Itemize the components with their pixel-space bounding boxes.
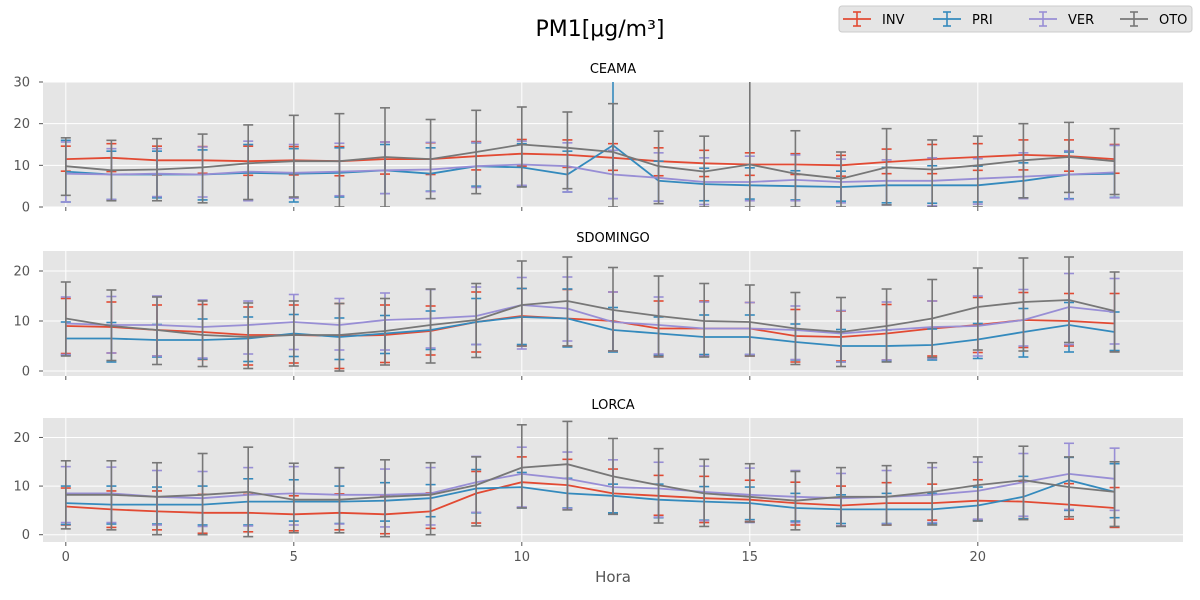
legend-entry-pri: PRI: [933, 11, 993, 28]
legend-label: VER: [1068, 13, 1094, 28]
x-tick-label: 5: [290, 550, 298, 565]
error-bar: [243, 124, 254, 201]
error-bar: [562, 111, 573, 190]
error-bar: [380, 459, 390, 538]
error-bar: [516, 424, 527, 509]
y-tick-label: 20: [13, 431, 30, 446]
error-bar: [972, 135, 983, 207]
error-bar: [1109, 460, 1120, 528]
error-bar: [152, 461, 162, 536]
y-tick-label: 10: [13, 315, 30, 330]
series-layer: [60, 256, 1120, 372]
y-tick-label: 0: [22, 365, 30, 380]
series-line: [65, 316, 1115, 347]
x-tick-label: 15: [742, 550, 759, 565]
error-bar: [790, 129, 801, 207]
error-bar: [516, 260, 527, 347]
error-bar: [288, 300, 299, 367]
panel-title: LORCA: [591, 398, 634, 413]
error-bar: [471, 456, 482, 527]
error-bar: [516, 106, 527, 188]
error-bar: [1109, 127, 1120, 196]
error-bar: [334, 302, 345, 372]
error-bar: [1109, 271, 1120, 353]
legend-entry-inv: INV: [843, 11, 905, 28]
y-tick-label: 20: [13, 117, 30, 132]
legend-label: INV: [882, 13, 905, 28]
x-axis-label: Hora: [595, 568, 631, 586]
error-bar: [653, 130, 664, 205]
legend-entry-oto: OTO: [1120, 11, 1187, 28]
series-oto: [60, 256, 1120, 372]
legend-frame: [838, 5, 1193, 33]
error-bar: [243, 302, 254, 370]
series-line: [65, 152, 1115, 167]
y-tick-label: 10: [13, 159, 30, 174]
series-line: [65, 163, 1115, 183]
series-line: [65, 463, 1115, 502]
y-tick-label: 0: [22, 528, 30, 543]
error-bar: [562, 420, 573, 511]
error-bar: [425, 288, 436, 364]
panels: 0 10 20 30 CEAMA 0 10 20 SDOMINGO 0 10 20 0 5 10 15 20 LO…: [13, 62, 1183, 565]
series-layer: [60, 82, 1120, 207]
series-line: [65, 143, 1115, 180]
panel-lorca: 0 10 20 0 5 10 15 20 LORCA: [13, 398, 1183, 565]
error-bar: [425, 461, 436, 536]
series-line: [65, 479, 1115, 511]
panel-title: CEAMA: [590, 62, 636, 77]
error-bar: [972, 456, 983, 522]
series-line: [65, 299, 1115, 338]
error-bar: [744, 82, 755, 207]
series-line: [65, 304, 1115, 335]
x-tick-label: 10: [514, 550, 531, 565]
series-oto: [60, 82, 1120, 207]
error-bar: [197, 133, 208, 204]
series-line: [65, 481, 1115, 516]
legend-label: OTO: [1159, 13, 1187, 28]
series-line: [65, 144, 1115, 188]
y-tick-label: 10: [13, 480, 30, 495]
error-bar: [288, 114, 299, 198]
y-tick-label: 20: [13, 265, 30, 280]
error-bar: [927, 139, 938, 207]
series-layer: [60, 420, 1120, 538]
error-bar: [744, 284, 755, 357]
y-tick-label: 30: [13, 76, 30, 91]
x-tick-label: 20: [970, 550, 987, 565]
error-bar: [1018, 445, 1029, 521]
panel-ceama: 0 10 20 30 CEAMA: [13, 62, 1183, 216]
series-line: [65, 315, 1115, 338]
legend-entry-ver: VER: [1029, 11, 1094, 28]
error-bar: [927, 461, 938, 526]
error-bar: [744, 462, 755, 523]
error-bar: [881, 464, 892, 526]
figure-title: PM1[μg/m³]: [535, 17, 664, 42]
legend: INV PRI VER OTO: [838, 5, 1193, 33]
series-oto: [60, 420, 1120, 538]
panel-title: SDOMINGO: [576, 231, 650, 246]
error-bar: [608, 102, 618, 207]
series-line: [65, 472, 1115, 500]
panel-sdomingo: 0 10 20 SDOMINGO: [13, 231, 1183, 380]
error-bar: [972, 267, 983, 351]
x-tick-label: 0: [62, 550, 70, 565]
y-tick-label: 0: [22, 201, 30, 216]
error-bar: [197, 300, 208, 368]
error-bar: [288, 462, 299, 534]
legend-label: PRI: [972, 13, 993, 28]
error-bar: [1018, 257, 1029, 352]
